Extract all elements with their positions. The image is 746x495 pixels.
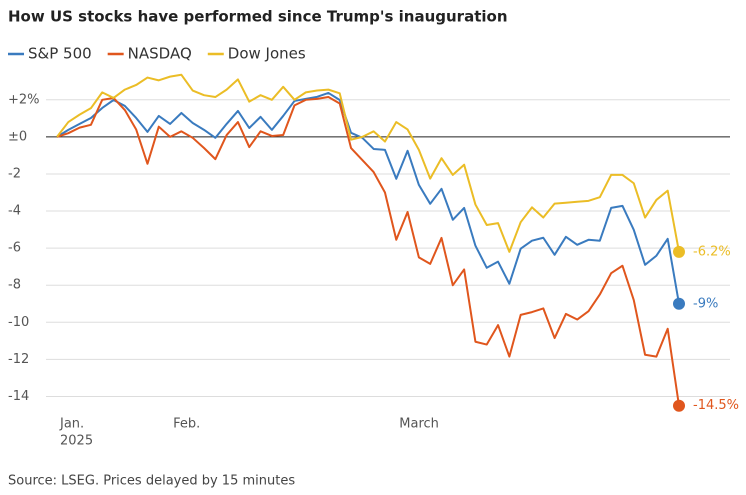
x-year-label: 2025	[60, 434, 93, 449]
x-tick-label: March	[399, 417, 439, 432]
chart-title: How US stocks have performed since Trump…	[8, 8, 508, 26]
legend-label: Dow Jones	[228, 45, 306, 63]
legend-label: S&P 500	[28, 45, 92, 63]
source: Source: LSEG. Prices delayed by 15 minut…	[8, 474, 295, 489]
end-label: -6.2%	[693, 244, 731, 259]
y-tick-label: -4	[8, 204, 21, 219]
y-tick-label: -10	[8, 315, 29, 330]
end-dot	[673, 399, 685, 412]
end-dot	[673, 245, 685, 258]
y-tick-label: -12	[8, 352, 29, 367]
y-tick-label: -8	[8, 278, 21, 293]
y-tick-label: -14	[8, 389, 29, 404]
end-label: -9%	[693, 296, 718, 311]
end-label: -14.5%	[693, 398, 739, 413]
legend-label: NASDAQ	[128, 45, 192, 63]
x-tick-label: Jan.	[59, 417, 84, 432]
y-tick-label: -6	[8, 241, 21, 256]
end-dot	[673, 297, 685, 310]
series-line	[56, 73, 680, 253]
series-line	[56, 96, 680, 406]
y-tick-label: +2%	[8, 92, 40, 107]
series-line	[56, 91, 680, 304]
x-tick-label: Feb.	[173, 417, 200, 432]
y-tick-label: -2	[8, 166, 21, 181]
y-tick-label: ±0	[8, 129, 27, 144]
